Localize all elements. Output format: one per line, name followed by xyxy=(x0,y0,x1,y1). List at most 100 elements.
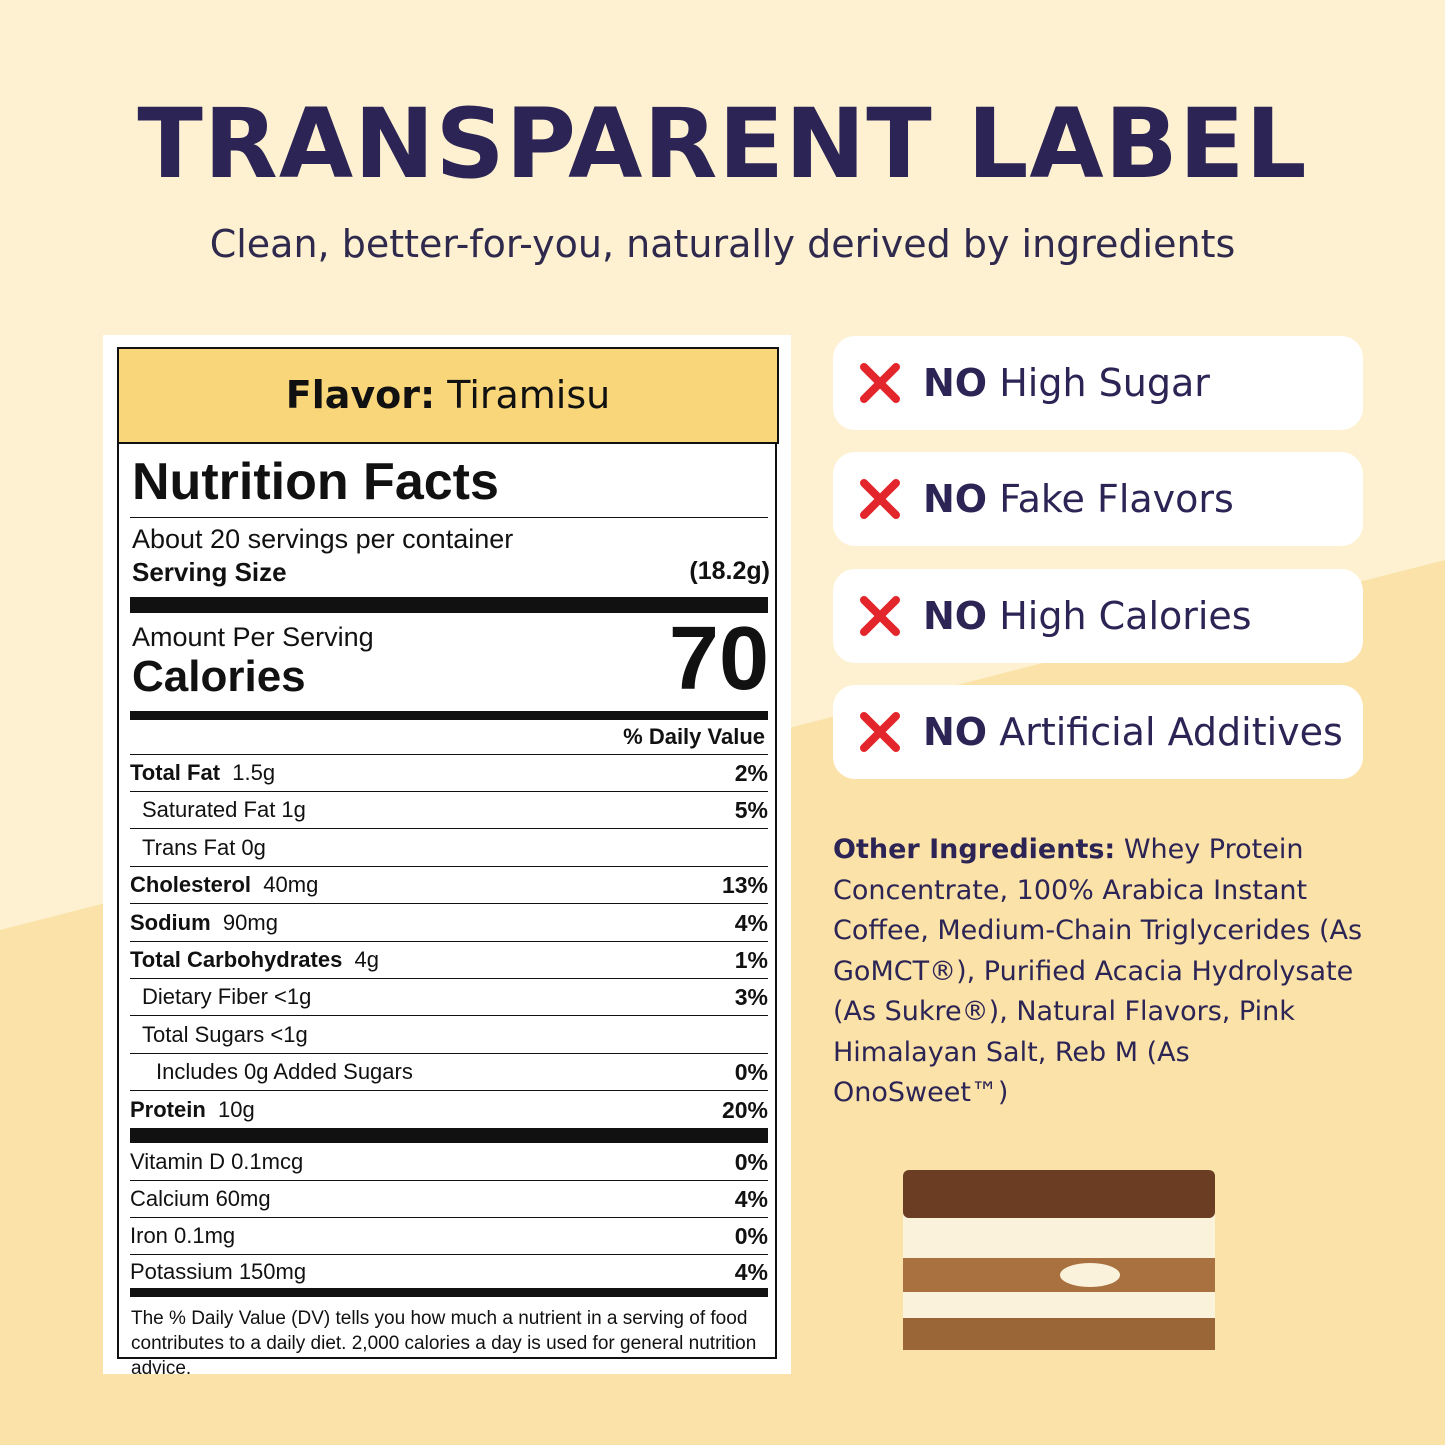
cake-sponge xyxy=(903,1318,1215,1350)
rule xyxy=(130,1253,768,1255)
x-icon xyxy=(860,479,900,520)
rule xyxy=(130,940,768,942)
claim-text: NO High Sugar xyxy=(923,336,1210,430)
nutrient-text: Potassium 150mg xyxy=(130,1259,307,1285)
cake-cream xyxy=(1060,1263,1120,1287)
nutrient-label: Dietary Fiber <1g xyxy=(142,984,311,1009)
rule xyxy=(130,791,768,792)
daily-value: 4% xyxy=(734,1259,768,1286)
tiramisu-image xyxy=(903,1170,1215,1350)
nutrient-label: Saturated Fat 1g xyxy=(142,797,306,822)
serving-size: (18.2g) xyxy=(689,557,770,585)
rule xyxy=(130,517,768,518)
nutrient-label: Cholesterol 40mg xyxy=(130,872,318,897)
nutrient-row: Cholesterol 40mg 13% xyxy=(130,870,768,900)
rule xyxy=(130,1015,768,1017)
thick-rule xyxy=(130,1288,768,1297)
claim-text: NO Artificial Additives xyxy=(923,685,1343,779)
claim-label: High Sugar xyxy=(999,361,1210,405)
claim-prefix: NO xyxy=(923,361,988,405)
ingredients-text: Whey Protein Concentrate, 100% Arabica I… xyxy=(833,834,1363,1108)
thick-rule xyxy=(130,597,768,613)
nutrient-text: Includes 0g Added Sugars xyxy=(156,1059,413,1085)
rule xyxy=(130,1216,768,1218)
nutrient-name: Cholesterol xyxy=(130,872,252,898)
thick-rule xyxy=(130,1128,768,1143)
rule xyxy=(130,903,768,905)
nutrient-row: Potassium 150mg 4% xyxy=(130,1257,768,1287)
rule xyxy=(130,828,768,830)
nutrient-text: Iron 0.1mg xyxy=(130,1222,236,1248)
daily-value: 4% xyxy=(734,909,768,936)
flavor: Tiramisu xyxy=(447,373,611,417)
x-icon xyxy=(860,711,900,752)
claim-card: NO High Sugar xyxy=(833,336,1363,430)
daily-value: 1% xyxy=(734,947,768,973)
nutrient-name: Protein xyxy=(130,1096,206,1122)
ingredients: Other Ingredients: Whey Protein Concentr… xyxy=(833,830,1373,1114)
nutrient-label: Iron 0.1mg xyxy=(130,1223,235,1248)
nutrient-row: Vitamin D 0.1mcg 0% xyxy=(130,1147,768,1177)
rule xyxy=(130,978,768,979)
daily-value: 0% xyxy=(734,1149,768,1175)
daily-value: 2% xyxy=(734,760,768,786)
ingredients-label: Other Ingredients: xyxy=(833,834,1116,865)
nutrition-heading: Nutrition Facts xyxy=(132,453,499,511)
nutrient-label: Calcium 60mg xyxy=(130,1186,271,1211)
amount-per-serving: Amount Per Serving xyxy=(132,622,374,652)
nutrient-amount: 4g xyxy=(354,947,380,972)
rule xyxy=(130,754,768,755)
nutrient-label: Potassium 150mg xyxy=(130,1259,306,1284)
rule xyxy=(130,1180,768,1181)
x-icon xyxy=(860,363,900,403)
nutrient-label: Total Sugars <1g xyxy=(142,1022,308,1047)
nutrient-label: Total Carbohydrates 4g xyxy=(130,947,379,972)
claim-prefix: NO xyxy=(923,593,988,638)
daily-value: 4% xyxy=(734,1185,768,1212)
nutrient-row: Total Fat 1.5g 2% xyxy=(130,758,768,788)
label-frame xyxy=(117,347,777,1359)
claim-label: Artificial Additives xyxy=(999,709,1343,754)
nutrient-row: Sodium 90mg 4% xyxy=(130,908,768,938)
nutrient-label: Includes 0g Added Sugars xyxy=(156,1059,413,1084)
nutrient-row: Iron 0.1mg 0% xyxy=(130,1221,768,1251)
claim-card: NO High Calories xyxy=(833,568,1363,663)
daily-value: 20% xyxy=(721,1096,768,1123)
nutrient-label: Total Fat 1.5g xyxy=(130,760,275,785)
x-icon xyxy=(860,595,900,636)
footnote: The % Daily Value (DV) tells you how muc… xyxy=(131,1308,757,1379)
claim-label: Fake Flavors xyxy=(999,477,1234,522)
daily-value: 0% xyxy=(734,1059,768,1086)
nutrient-row: Includes 0g Added Sugars 0% xyxy=(130,1057,768,1087)
thick-rule xyxy=(130,711,768,720)
flavor-label: Flavor: xyxy=(285,373,436,417)
nutrient-text: Total Sugars <1g xyxy=(142,1021,308,1047)
rule xyxy=(130,865,768,867)
subtitle: Clean, better-for-you, naturally derived… xyxy=(209,222,1236,266)
claim-label: High Calories xyxy=(999,593,1252,638)
cake-sponge xyxy=(903,1258,1215,1292)
cake-cocoa xyxy=(903,1170,1215,1218)
nutrient-name: Sodium xyxy=(130,909,211,935)
daily-value: 5% xyxy=(734,797,768,824)
title: TRANSPARENT LABEL xyxy=(137,88,1308,200)
claim-text: NO Fake Flavors xyxy=(923,452,1234,546)
calories-label: Calories xyxy=(132,652,306,701)
claim-text: NO High Calories xyxy=(923,569,1252,663)
nutrient-text: Calcium 60mg xyxy=(130,1185,271,1211)
nutrient-label: Sodium 90mg xyxy=(130,910,278,935)
nutrient-text: Dietary Fiber <1g xyxy=(142,984,312,1010)
serving-size-label: Serving Size xyxy=(132,557,287,587)
nutrient-name: Total Fat xyxy=(130,760,221,785)
claim-card: NO Fake Flavors xyxy=(833,452,1363,547)
rule xyxy=(130,1090,768,1092)
nutrient-row: Trans Fat 0g xyxy=(130,833,768,863)
nutrient-row: Calcium 60mg 4% xyxy=(130,1184,768,1214)
nutrient-row: Saturated Fat 1g 5% xyxy=(130,795,768,825)
nutrient-row: Total Carbohydrates 4g 1% xyxy=(130,945,768,975)
daily-value: 13% xyxy=(721,872,768,899)
nutrient-row: Total Sugars <1g xyxy=(130,1020,768,1050)
rule xyxy=(130,1052,768,1054)
daily-value-header: % Daily Value xyxy=(623,724,765,749)
